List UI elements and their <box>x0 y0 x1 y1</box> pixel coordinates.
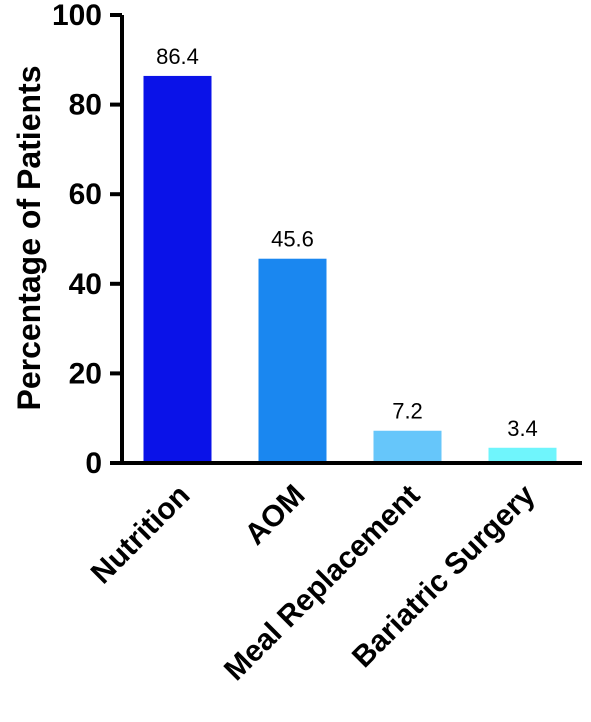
bar <box>258 258 327 462</box>
bar <box>143 75 212 462</box>
data-label: 3.4 <box>507 416 538 441</box>
category-label: Nutrition <box>85 479 197 591</box>
data-label: 7.2 <box>392 399 423 424</box>
y-tick-label: 60 <box>69 178 102 211</box>
y-tick-label: 40 <box>69 268 102 301</box>
bars <box>143 75 557 462</box>
bar <box>373 430 442 462</box>
y-axis-title: Percentage of Patients <box>11 66 47 411</box>
y-tick-label: 0 <box>85 447 102 480</box>
data-label: 45.6 <box>271 227 314 252</box>
y-tick-label: 80 <box>69 89 102 122</box>
y-tick-label: 100 <box>52 0 102 32</box>
y-axis-ticks: 0 20 40 60 80 100 <box>52 0 122 480</box>
category-label: AOM <box>239 479 312 552</box>
y-tick-label: 20 <box>69 357 102 390</box>
category-label: Meal Replacement <box>218 479 426 687</box>
data-labels: 86.4 45.6 7.2 3.4 <box>156 44 538 441</box>
data-label: 86.4 <box>156 44 199 69</box>
bar <box>488 447 557 462</box>
